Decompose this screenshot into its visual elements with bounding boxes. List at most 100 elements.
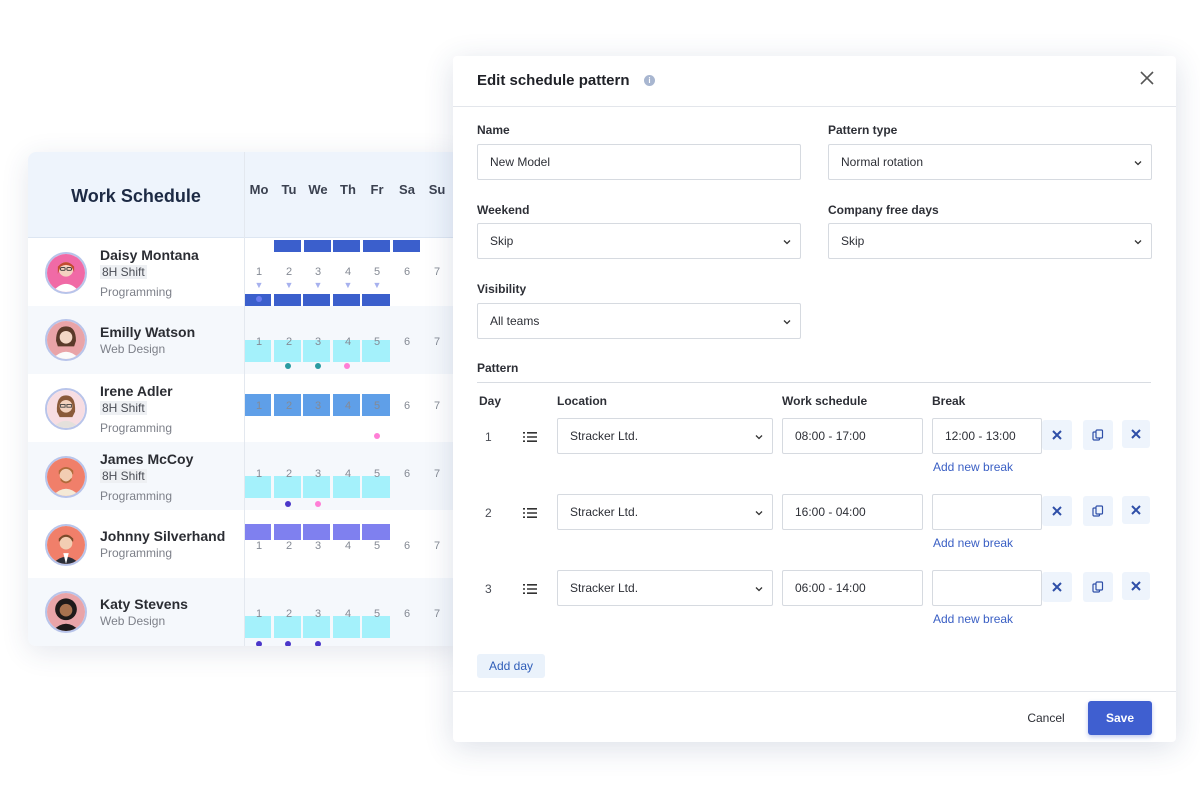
shift-block xyxy=(304,240,331,252)
save-button[interactable]: Save xyxy=(1088,701,1152,735)
copy-icon xyxy=(1092,581,1104,593)
copy-icon xyxy=(1092,429,1104,441)
location-value: Stracker Ltd. xyxy=(570,505,639,519)
info-icon[interactable]: i xyxy=(644,75,655,86)
shift-block xyxy=(303,524,330,540)
day-number: 3 xyxy=(314,608,322,620)
person-row[interactable]: Daisy Montana 8H Shift Programming 1 2 3… xyxy=(28,238,460,306)
remove-break-button[interactable] xyxy=(1042,572,1072,602)
day-number: 2 xyxy=(285,540,293,552)
modal-title: Edit schedule pattern xyxy=(477,72,630,89)
col-header-break: Break xyxy=(932,394,966,408)
day-number: 2 xyxy=(285,608,293,620)
shift-block xyxy=(393,240,420,252)
day-number: 1 xyxy=(255,468,263,480)
event-dot xyxy=(344,363,350,369)
pattern-day-number: 3 xyxy=(485,582,492,596)
location-select[interactable]: Stracker Ltd. xyxy=(557,418,773,454)
list-icon[interactable] xyxy=(523,431,537,443)
person-department: Programming xyxy=(100,285,173,299)
delete-day-button[interactable] xyxy=(1122,420,1150,448)
person-name: Daisy Montana xyxy=(100,247,199,263)
close-icon[interactable] xyxy=(1137,68,1157,88)
chevron-down-icon xyxy=(1134,240,1142,245)
work-schedule-input[interactable]: 16:00 - 04:00 xyxy=(782,494,923,530)
break-input[interactable] xyxy=(932,494,1042,530)
day-number: 7 xyxy=(433,266,441,278)
shift-block xyxy=(303,476,330,498)
person-row[interactable]: Irene Adler 8H Shift Programming 1 2 3 4… xyxy=(28,374,460,442)
column-divider xyxy=(244,152,245,646)
event-dot xyxy=(315,363,321,369)
delete-day-button[interactable] xyxy=(1122,496,1150,524)
copy-day-button[interactable] xyxy=(1083,572,1113,602)
day-number: 5 xyxy=(373,608,381,620)
name-input[interactable]: New Model xyxy=(477,144,801,180)
chevron-down-icon xyxy=(1134,161,1142,166)
shift-block xyxy=(303,394,330,416)
list-icon[interactable] xyxy=(523,583,537,595)
cancel-button[interactable]: Cancel xyxy=(1027,711,1065,725)
company-free-days-value: Skip xyxy=(841,234,865,248)
avatar xyxy=(45,456,87,498)
location-select[interactable]: Stracker Ltd. xyxy=(557,494,773,530)
pattern-type-select[interactable]: Normal rotation xyxy=(828,144,1152,180)
footer-divider xyxy=(453,691,1176,692)
day-number: 4 xyxy=(344,336,352,348)
copy-icon xyxy=(1092,505,1104,517)
event-dot xyxy=(285,641,291,646)
edit-schedule-modal: Edit schedule pattern i Name New Model P… xyxy=(453,56,1176,742)
break-input[interactable]: 12:00 - 13:00 xyxy=(932,418,1042,454)
shift-block xyxy=(363,240,390,252)
arrow-down-icon: ▼ xyxy=(343,280,353,290)
add-new-break-link[interactable]: Add new break xyxy=(933,612,1014,626)
shift-block xyxy=(362,294,390,306)
work-schedule-input[interactable]: 06:00 - 14:00 xyxy=(782,570,923,606)
schedule-title: Work Schedule xyxy=(71,186,201,206)
location-select[interactable]: Stracker Ltd. xyxy=(557,570,773,606)
visibility-select[interactable]: All teams xyxy=(477,303,801,339)
add-new-break-link[interactable]: Add new break xyxy=(933,460,1014,474)
delete-day-button[interactable] xyxy=(1122,572,1150,600)
shift-block xyxy=(274,294,301,306)
person-department: Programming xyxy=(100,546,173,560)
day-number: 5 xyxy=(373,540,381,552)
col-header-day: Day xyxy=(479,394,502,408)
remove-break-button[interactable] xyxy=(1042,420,1072,450)
add-new-break-link[interactable]: Add new break xyxy=(933,536,1014,550)
list-icon[interactable] xyxy=(523,507,537,519)
shift-block xyxy=(362,476,390,498)
avatar xyxy=(45,388,87,430)
avatar xyxy=(45,524,87,566)
visibility-value: All teams xyxy=(490,314,540,328)
close-icon xyxy=(1131,581,1141,591)
weekend-select[interactable]: Skip xyxy=(477,223,801,259)
day-number: 1 xyxy=(255,336,263,348)
day-number: 6 xyxy=(403,468,411,480)
person-department: Web Design xyxy=(100,342,166,356)
event-dot xyxy=(315,501,321,507)
day-number: 6 xyxy=(403,336,411,348)
pattern-day-number: 1 xyxy=(485,430,492,444)
add-day-button[interactable]: Add day xyxy=(477,654,545,678)
shift-block xyxy=(362,524,390,540)
day-number: 3 xyxy=(314,266,322,278)
day-number: 2 xyxy=(285,336,293,348)
header-divider xyxy=(453,106,1176,107)
remove-break-button[interactable] xyxy=(1042,496,1072,526)
break-input[interactable] xyxy=(932,570,1042,606)
copy-day-button[interactable] xyxy=(1083,496,1113,526)
day-number: 6 xyxy=(403,266,411,278)
shift-badge: 8H Shift xyxy=(100,401,147,415)
work-schedule-card: Work Schedule Mo Tu We Th Fr Sa Su Daisy… xyxy=(28,152,460,646)
person-name: Katy Stevens xyxy=(100,596,188,612)
shift-block xyxy=(303,340,330,362)
close-icon xyxy=(1131,505,1141,515)
work-schedule-input[interactable]: 08:00 - 17:00 xyxy=(782,418,923,454)
shift-block xyxy=(274,240,301,252)
person-row[interactable]: Johnny Silverhand Programming 1 2 3 4 5 … xyxy=(28,510,460,578)
company-free-days-select[interactable]: Skip xyxy=(828,223,1152,259)
shift-block xyxy=(244,524,271,540)
copy-day-button[interactable] xyxy=(1083,420,1113,450)
person-department: Web Design xyxy=(100,614,166,628)
